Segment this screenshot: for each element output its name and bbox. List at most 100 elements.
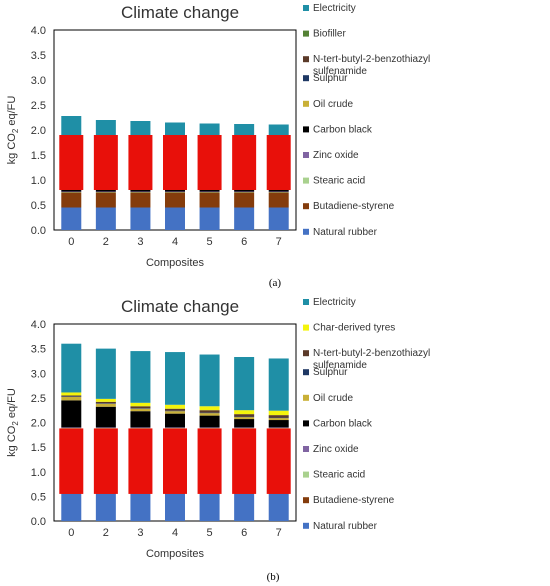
- bar-segment-carbon-black: [268, 420, 289, 428]
- legend-label: Natural rubber: [313, 227, 378, 238]
- legend-swatch: [303, 177, 309, 184]
- legend-label: Zinc oxide: [313, 444, 359, 455]
- bar-segment-carbon-black: [95, 406, 116, 428]
- bar-segment-electricity: [165, 352, 185, 405]
- bar-segment-char-derived-tyres: [130, 402, 151, 407]
- bar-red-block: [163, 428, 187, 494]
- legend-item: Natural rubber: [303, 521, 378, 532]
- bar-segment-oil-crude: [130, 408, 151, 412]
- bar-red-block: [93, 428, 118, 494]
- y-tick-label: 0.5: [31, 200, 46, 212]
- bar-segment-zinc-oxide: [268, 427, 289, 428]
- x-tick-label: 7: [276, 236, 282, 248]
- bar-segment-stearic-acid: [165, 192, 185, 193]
- legend-swatch: [303, 497, 309, 504]
- legend-label: Sulphur: [313, 73, 348, 84]
- bar-segment-oil-crude: [199, 413, 220, 416]
- legend-swatch: [303, 56, 309, 63]
- bar-segment-zinc-oxide: [61, 427, 82, 428]
- bar-red-block: [59, 135, 84, 190]
- bar-segment-zinc-oxide: [61, 191, 82, 192]
- legend-item: Sulphur: [303, 367, 348, 378]
- bar-segment-natural-rubber: [165, 207, 185, 230]
- bar-segment-butadiene-styrene: [234, 192, 255, 208]
- bar-segment-sulphur: [234, 416, 255, 418]
- bar-red-block: [266, 135, 291, 190]
- legend-swatch: [303, 30, 309, 37]
- legend-item: Zinc oxide: [303, 150, 359, 161]
- x-tick-label: 4: [172, 527, 178, 539]
- bar-segment-oil-crude: [268, 418, 289, 421]
- bar-segment-n-tert-butyl-2-benzothiazyl-sulfenamide: [234, 414, 255, 417]
- legend-label: Carbon black: [313, 124, 373, 135]
- x-tick-label: 3: [137, 236, 143, 248]
- chart-title: Climate change: [121, 297, 239, 316]
- x-tick-label: 5: [207, 527, 213, 539]
- bar-segment-carbon-black: [165, 413, 185, 428]
- bar-segment-n-tert-butyl-2-benzothiazyl-sulfenamide: [165, 408, 185, 411]
- panel-label: (a): [269, 277, 282, 289]
- y-tick-label: 2.0: [31, 125, 46, 137]
- bar-segment-stearic-acid: [130, 192, 151, 193]
- legend-swatch: [303, 471, 309, 478]
- bar-segment-carbon-black: [61, 400, 82, 428]
- bar-segment-sulphur: [165, 410, 185, 412]
- legend-label: Char-derived tyres: [313, 323, 395, 334]
- x-axis-label: Composites: [146, 548, 205, 560]
- y-tick-label: 3.0: [31, 75, 46, 87]
- legend-item: Carbon black: [303, 418, 373, 429]
- bar-red-block: [163, 135, 187, 190]
- bar-segment-stearic-acid: [268, 192, 289, 193]
- bar-segment-electricity: [95, 348, 116, 399]
- bar-segment-oil-crude: [61, 396, 82, 401]
- legend-swatch: [303, 203, 309, 210]
- bar-segment-zinc-oxide: [165, 191, 185, 192]
- legend-item: Char-derived tyres: [303, 323, 395, 334]
- bar-segment-butadiene-styrene: [199, 192, 220, 208]
- chart-title: Climate change: [121, 3, 239, 22]
- bar-segment-natural-rubber: [199, 493, 220, 521]
- legend-item: N-tert-butyl-2-benzothiazyl sulfenamide: [303, 54, 430, 77]
- bar-segment-carbon-black: [130, 411, 151, 428]
- y-tick-label: 4.0: [31, 319, 46, 331]
- bar-segment-n-tert-butyl-2-benzothiazyl-sulfenamide: [268, 415, 289, 418]
- bar-segment-sulphur: [61, 396, 82, 397]
- legend-label: Electricity: [313, 297, 356, 308]
- legend-label: Electricity: [313, 3, 356, 14]
- legend-label: Biofiller: [313, 29, 346, 40]
- bar-segment-butadiene-styrene: [61, 192, 82, 208]
- legend-item: Butadiene-styrene: [303, 201, 395, 212]
- bar-segment-char-derived-tyres: [61, 392, 82, 396]
- legend-label: Natural rubber: [313, 521, 378, 532]
- bar-segment-zinc-oxide: [130, 191, 151, 192]
- bar-segment-n-tert-butyl-2-benzothiazyl-sulfenamide: [61, 395, 82, 397]
- legend-item: Carbon black: [303, 124, 373, 135]
- bar-segment-natural-rubber: [130, 493, 151, 521]
- legend-label: Stearic acid: [313, 176, 365, 187]
- x-tick-label: 6: [241, 527, 247, 539]
- y-tick-label: 1.5: [31, 150, 46, 162]
- y-tick-label: 2.5: [31, 100, 46, 112]
- legend-label: Carbon black: [313, 418, 373, 429]
- x-tick-label: 6: [241, 236, 247, 248]
- bar-segment-natural-rubber: [61, 493, 82, 521]
- bar-segment-natural-rubber: [130, 207, 151, 230]
- x-tick-label: 0: [68, 527, 74, 539]
- bar-red-block: [197, 428, 222, 494]
- legend-swatch: [303, 324, 309, 331]
- legend-label: N-tert-butyl-2-benzothiazyl sulfenamide: [313, 348, 430, 371]
- y-tick-label: 0.0: [31, 516, 46, 528]
- bar-segment-n-tert-butyl-2-benzothiazyl-sulfenamide: [199, 410, 220, 413]
- legend-swatch: [303, 420, 309, 427]
- y-tick-label: 3.5: [31, 50, 46, 62]
- bar-segment-butadiene-styrene: [268, 192, 289, 208]
- bar-red-block: [59, 428, 84, 494]
- bar-red-block: [197, 135, 222, 190]
- legend-item: Biofiller: [303, 29, 346, 40]
- legend-swatch: [303, 100, 309, 107]
- y-axis-label: kg CO2 eq/FU: [6, 388, 20, 457]
- y-tick-label: 0.5: [31, 491, 46, 503]
- bar-segment-zinc-oxide: [199, 191, 220, 192]
- y-tick-label: 3.0: [31, 368, 46, 380]
- bar-segment-zinc-oxide: [199, 427, 220, 428]
